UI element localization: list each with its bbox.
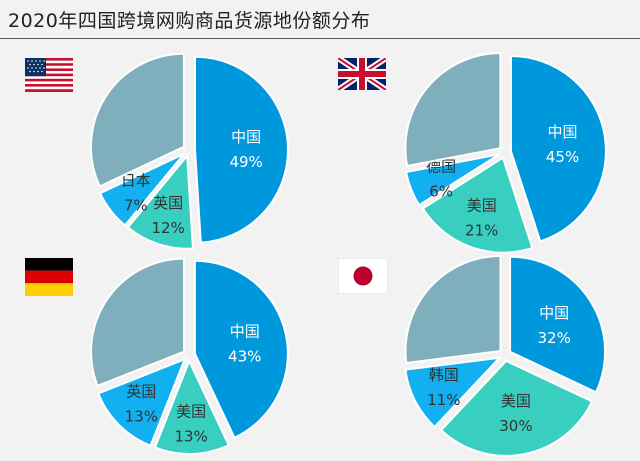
slice-percent-label: 49% — [229, 153, 262, 171]
pie-chart-germany: 中国 43% 美国 13% 英国 13% — [90, 257, 289, 455]
slice-percent-label: 45% — [546, 148, 579, 166]
pie-slice-德国 — [404, 153, 500, 207]
pie-slice-中国 — [193, 55, 289, 244]
slice-percent-label: 6% — [429, 182, 453, 200]
pie-slice-美国 — [421, 156, 534, 254]
pie-chart-usa: 中国 49% 英国 12% 日本 7% — [89, 52, 289, 250]
pie-slice-美国 — [439, 359, 594, 457]
pie-chart-japan: 中国 32% 美国 30% 韩国 11% — [404, 255, 607, 457]
pie-slice-韩国 — [404, 356, 503, 429]
title-divider — [0, 38, 640, 39]
slice-label: 中国 — [231, 128, 261, 146]
pie-slice-rest — [404, 52, 502, 168]
slice-label: 英国 — [153, 194, 183, 212]
slice-label: 美国 — [176, 402, 206, 420]
slice-percent-label: 13% — [174, 427, 207, 445]
pie-slice-中国 — [509, 55, 607, 243]
page-title: 2020年四国跨境网购商品货源地份额分布 — [8, 10, 371, 32]
pie-slice-中国 — [509, 255, 607, 394]
pie-slice-英国 — [126, 153, 195, 250]
slice-label: 中国 — [548, 123, 578, 141]
pie-slice-rest — [404, 255, 502, 365]
slice-percent-label: 12% — [152, 219, 185, 237]
slice-percent-label: 7% — [124, 196, 148, 214]
slice-label: 美国 — [467, 197, 497, 215]
slice-label: 韩国 — [429, 366, 459, 384]
pie-slice-美国 — [153, 358, 231, 455]
slice-label: 日本 — [121, 171, 151, 189]
uk-flag-icon — [338, 58, 386, 90]
germany-flag-icon — [25, 258, 73, 296]
slice-label: 美国 — [501, 392, 531, 410]
slice-percent-label: 43% — [228, 348, 261, 366]
slice-label: 中国 — [230, 323, 260, 341]
pie-slice-rest — [90, 257, 186, 388]
japan-flag-icon — [338, 258, 388, 294]
slice-label: 中国 — [539, 304, 569, 322]
slice-percent-label: 30% — [499, 417, 532, 435]
pie-slice-英国 — [96, 357, 187, 448]
pie-slice-日本 — [98, 152, 186, 227]
slice-percent-label: 11% — [427, 391, 460, 409]
slice-label: 英国 — [126, 383, 156, 401]
slice-percent-label: 13% — [125, 408, 158, 426]
usa-flag-icon — [25, 58, 73, 92]
pie-slice-rest — [89, 52, 185, 188]
slice-percent-label: 21% — [465, 222, 498, 240]
pie-slice-中国 — [193, 259, 289, 440]
slice-percent-label: 32% — [538, 329, 571, 347]
